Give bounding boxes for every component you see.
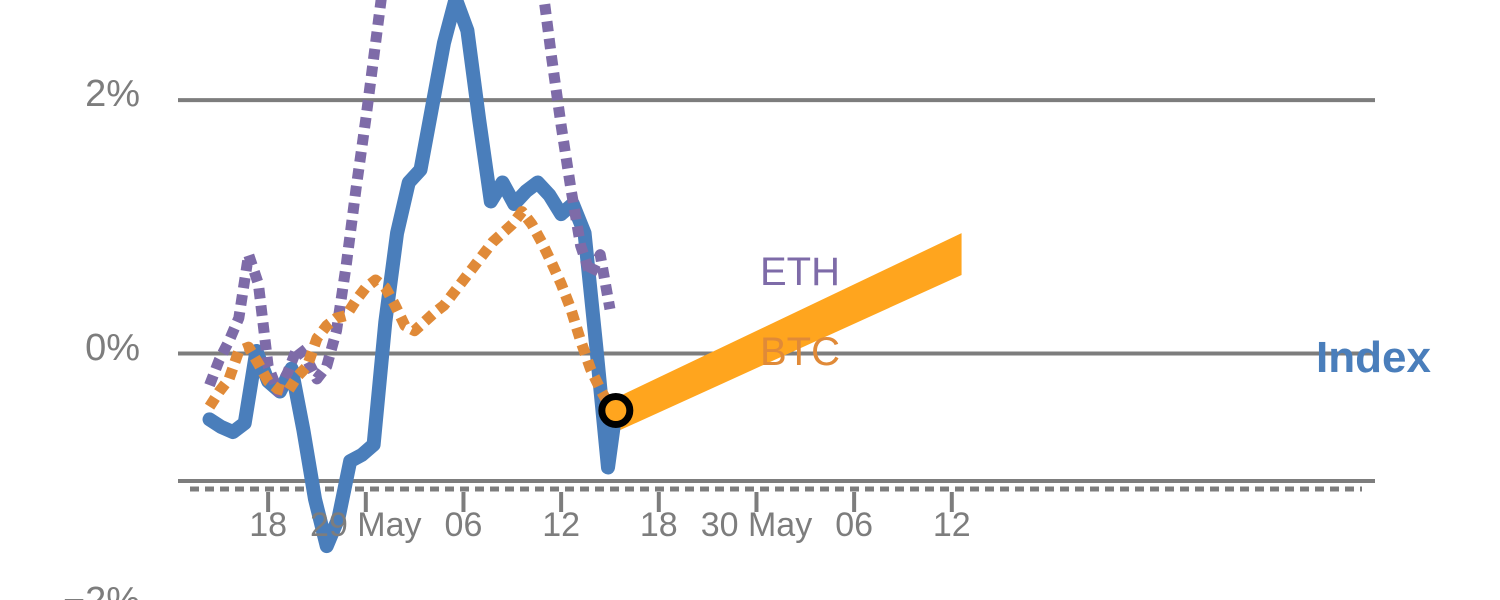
x-tick-label-1: 29 May — [310, 506, 422, 544]
x-tick-label-3: 12 — [542, 506, 581, 544]
x-axis — [178, 479, 1375, 512]
data-series — [202, 0, 623, 554]
forecast-start-marker-circle[interactable] — [598, 393, 634, 429]
y-tick-label-2: 0% — [85, 326, 140, 369]
series-label-btc: BTC — [760, 330, 840, 374]
x-axis-ticks — [266, 492, 954, 512]
forecast-band-polygon — [615, 233, 962, 433]
y-tick-label-1: 2% — [85, 73, 140, 116]
forecast-band — [615, 233, 962, 433]
forecast-start-marker[interactable] — [598, 393, 634, 429]
x-tick-label-4: 18 — [639, 506, 678, 544]
series-label-eth: ETH — [760, 250, 840, 294]
x-tick-label-2: 06 — [444, 506, 483, 544]
x-tick-label-5: 30 May — [700, 506, 813, 544]
y-tick-label-3: −2% — [63, 580, 140, 600]
x-tick-label-6: 06 — [835, 506, 874, 544]
x-tick-label-7: 12 — [932, 506, 971, 544]
x-tick-label-0: 18 — [249, 506, 288, 544]
series-line-btc — [204, 206, 615, 410]
series-label-index: Index — [1316, 333, 1431, 382]
